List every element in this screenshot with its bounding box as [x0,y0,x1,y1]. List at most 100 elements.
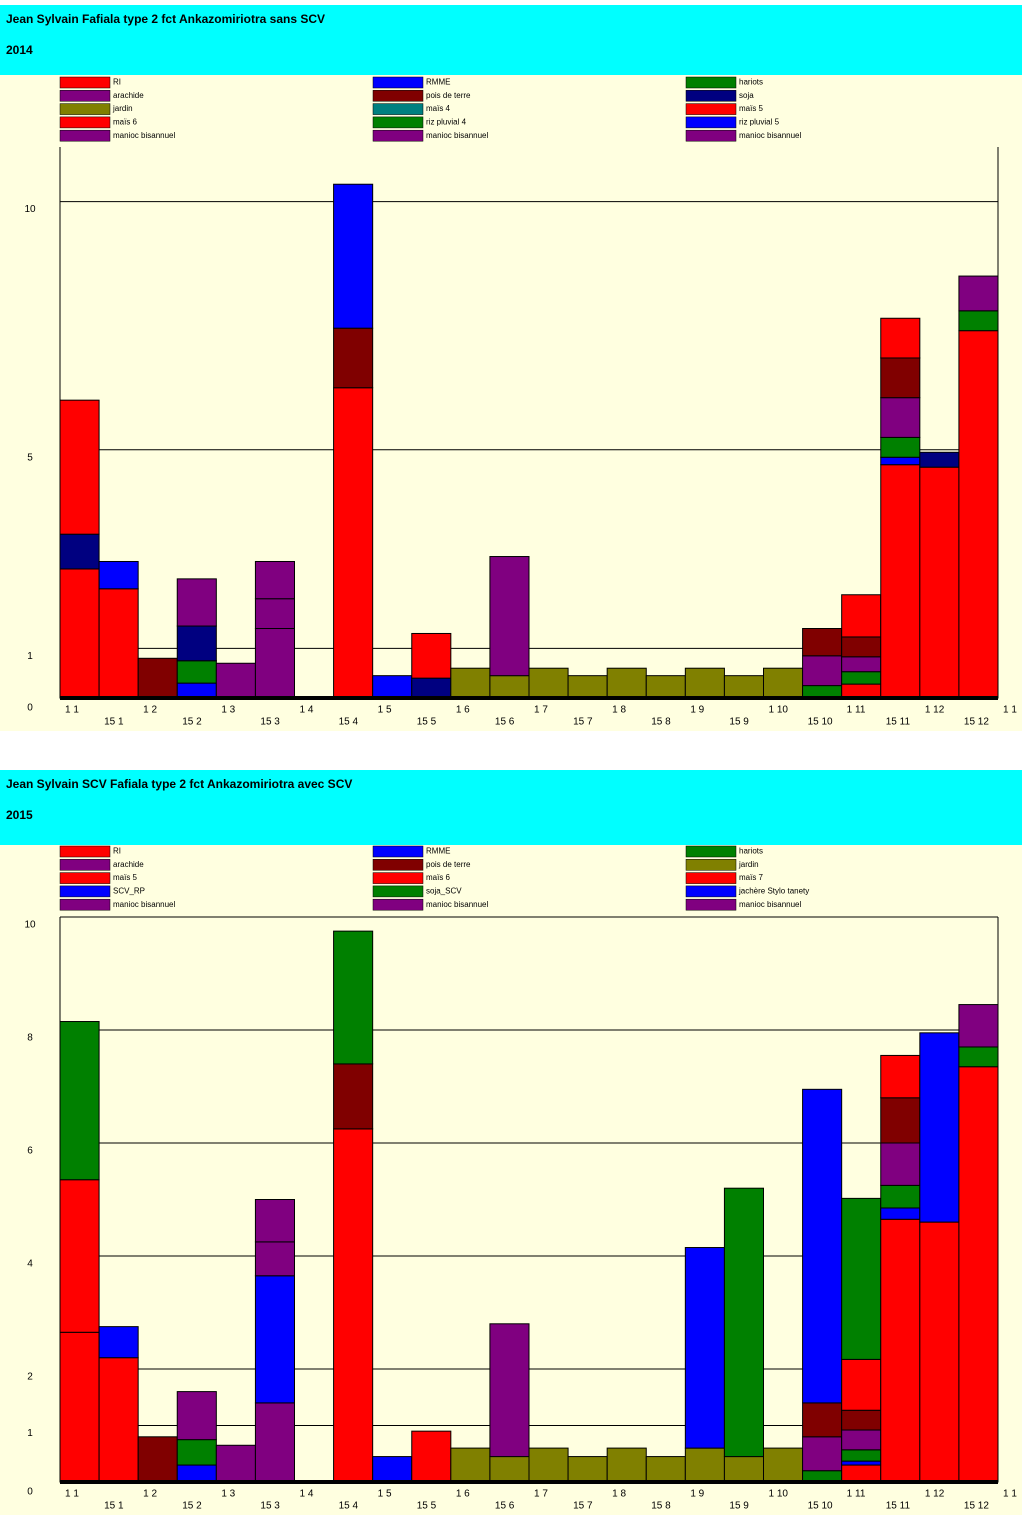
bar-segment [489,556,530,677]
bar-segment [528,667,569,699]
bar-segment [411,1430,452,1483]
bar-segment [684,1247,725,1449]
x-tick-label: 15 6 [495,717,515,728]
bar-segment [176,660,217,684]
bar-segment [802,1402,843,1438]
bar-segment [411,632,452,679]
bar-segment [841,1197,882,1360]
bar-segment [176,1439,217,1466]
legend-label: arachide [113,91,144,100]
bar-segment [684,667,725,699]
bar-segment [919,451,960,468]
bar-segment [802,1088,843,1404]
legend-swatch [372,103,424,115]
bar-segment [723,1187,765,1458]
legend-label: maïs 5 [739,104,764,113]
bar-segment [841,671,882,685]
legend-swatch [59,76,111,89]
bar-segment [958,1066,999,1483]
x-tick-label: 1 7 [534,1489,548,1500]
bar-segment [254,598,296,630]
x-tick-label: 1 4 [300,1489,314,1500]
bar-segment [254,560,296,600]
x-tick-label: 15 1 [104,717,124,728]
bar-segment [254,1275,296,1404]
legend-swatch [372,116,424,129]
x-tick-label: 1 6 [456,705,470,716]
y-tick-label: 2 [27,1372,33,1383]
x-tick-label: 15 10 [808,717,833,728]
x-tick-label: 1 1 [65,705,79,716]
y-tick-label: 4 [27,1259,33,1270]
chart-subtitle: 2014 [6,43,33,57]
legend-label: pois de terre [426,860,471,869]
bar-segment [802,1436,843,1472]
legend-swatch [372,845,424,858]
bar-segment [98,1326,139,1359]
legend-label: maïs 5 [113,873,138,882]
legend-label: SCV_RP [113,887,145,896]
y-tick-label: 0 [27,1487,33,1498]
bar-segment [880,456,921,466]
bar-segment [333,387,374,699]
bar-segment [841,1449,882,1462]
x-tick-label: 15 12 [964,1501,989,1512]
legend-label: manioc bisannuel [113,131,175,140]
bar-segment [958,330,999,699]
legend-label: manioc bisannuel [113,900,175,909]
bar-segment [254,628,296,699]
legend-swatch [59,116,111,129]
bar-segment [59,533,100,570]
legend-swatch [685,898,737,911]
x-tick-label: 15 3 [260,1501,280,1512]
y-tick-label: 10 [24,204,36,215]
x-tick-label: 15 8 [651,717,671,728]
bar-segment [567,675,608,699]
legend-label: hariots [739,847,763,856]
y-tick-label: 8 [27,1033,33,1044]
legend-label: riz pluvial 4 [426,118,467,127]
x-tick-label: 15 5 [417,717,437,728]
legend-swatch [59,845,111,858]
bar-segment [372,675,413,699]
bar-segment [333,327,374,389]
legend-label: manioc bisannuel [739,131,801,140]
bar-segment [333,930,374,1065]
x-tick-label: 1 3 [221,705,235,716]
bar-segment [59,1179,100,1333]
x-tick-label: 1 9 [690,1489,704,1500]
bar-segment [606,667,647,699]
bar-segment [880,1184,921,1209]
bar-segment [98,1357,139,1483]
bar-segment [880,436,921,458]
x-tick-label: 15 4 [339,1501,359,1512]
x-tick-label: 1 2 [143,1489,157,1500]
x-tick-label: 1 12 [925,705,945,716]
x-tick-label: 15 5 [417,1501,437,1512]
bar-segment [372,1456,413,1483]
bar-segment [841,1464,882,1483]
bar-segment [489,675,530,699]
bar-segment [528,1447,569,1483]
legend-label: manioc bisannuel [739,900,801,909]
legend-swatch [372,872,424,884]
bar-segment [880,397,921,438]
legend-swatch [685,872,737,884]
x-tick-label: 15 7 [573,1501,593,1512]
x-tick-label: 15 7 [573,717,593,728]
bar-segment [333,183,374,329]
legend-swatch [685,845,737,858]
legend-swatch [372,76,424,89]
legend-swatch [59,103,111,115]
x-tick-label: 1 1 [65,1489,79,1500]
x-tick-label: 15 1 [104,1501,124,1512]
legend-swatch [59,885,111,898]
legend-swatch [59,90,111,102]
legend-label: jachère Stylo tanety [738,887,809,896]
x-tick-label: 15 4 [339,717,359,728]
x-tick-label: 15 9 [729,1501,749,1512]
x-tick-label: 1 2 [143,705,157,716]
x-tick-label: 15 8 [651,1501,671,1512]
legend-swatch [372,90,424,102]
bar-segment [176,1391,217,1441]
